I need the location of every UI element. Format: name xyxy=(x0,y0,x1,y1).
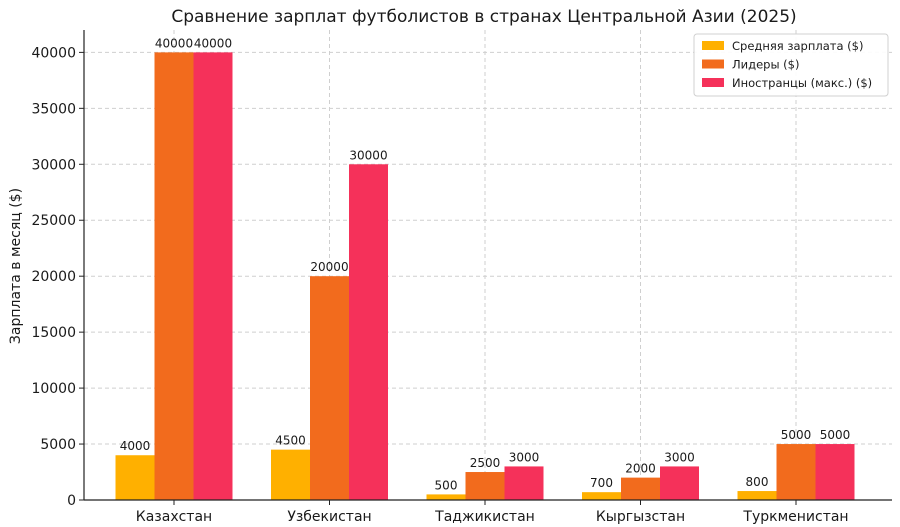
x-tick-label: Туркменистан xyxy=(742,509,848,525)
bar xyxy=(426,494,466,500)
bar xyxy=(349,164,388,501)
y-tick-label: 0 xyxy=(67,493,76,509)
data-label: 40000 xyxy=(155,36,193,50)
x-tick-label: Казахстан xyxy=(136,509,212,525)
data-label: 3000 xyxy=(664,450,695,464)
data-label: 2000 xyxy=(625,462,656,476)
x-tick-label: Таджикистан xyxy=(434,509,535,525)
data-label: 3000 xyxy=(509,450,540,464)
y-tick-label: 5000 xyxy=(40,437,76,453)
bar xyxy=(504,466,544,500)
x-tick-label: Кыргызстан xyxy=(596,509,685,525)
bar xyxy=(465,472,505,500)
chart-title: Сравнение зарплат футболистов в странах … xyxy=(171,7,796,27)
bar xyxy=(154,52,194,500)
data-label: 4500 xyxy=(275,434,306,448)
data-labels: 4000 4500 500 700 800 40000 20000 2500 2000 5000 4… xyxy=(120,36,851,492)
data-label: 20000 xyxy=(310,260,348,274)
data-label: 500 xyxy=(435,478,458,492)
legend-label: Лидеры ($) xyxy=(732,58,799,72)
y-tick-label: 15000 xyxy=(31,325,76,341)
y-tick-label: 35000 xyxy=(31,101,76,117)
data-label: 5000 xyxy=(781,428,812,442)
data-label: 40000 xyxy=(194,36,232,50)
y-tick-label: 40000 xyxy=(31,45,76,61)
bars xyxy=(115,52,855,501)
y-tick-label: 30000 xyxy=(31,157,76,173)
legend-swatch xyxy=(702,41,724,50)
bar xyxy=(193,52,233,500)
bar xyxy=(271,449,310,500)
data-label: 5000 xyxy=(820,428,851,442)
axes: 0 5000 10000 15000 20000 25000 30000 35000 40000… xyxy=(31,30,892,525)
data-label: 800 xyxy=(746,475,769,489)
bar xyxy=(815,444,855,500)
data-label: 700 xyxy=(590,476,613,490)
bar xyxy=(621,477,660,500)
bar xyxy=(582,492,621,500)
y-tick-label: 20000 xyxy=(31,269,76,285)
legend-label: Средняя зарплата ($) xyxy=(732,39,863,53)
bar xyxy=(776,444,816,500)
data-label: 30000 xyxy=(349,148,387,162)
data-label: 2500 xyxy=(470,456,501,470)
y-tick-label: 25000 xyxy=(31,213,76,229)
x-tick-label: Узбекистан xyxy=(287,509,371,525)
data-label: 4000 xyxy=(120,439,151,453)
legend-swatch xyxy=(702,59,724,69)
y-axis-label: Зарплата в месяц ($) xyxy=(8,188,24,344)
legend-label: Иностранцы (макс.) ($) xyxy=(732,76,872,90)
bar xyxy=(115,455,155,500)
y-tick-label: 10000 xyxy=(31,381,76,397)
legend-box xyxy=(693,33,889,97)
legend: Средняя зарплата ($) Лидеры ($) Иностранцы… xyxy=(693,33,889,97)
bar xyxy=(310,276,349,500)
bar xyxy=(660,466,699,500)
bar xyxy=(737,491,777,500)
legend-swatch xyxy=(702,78,724,87)
